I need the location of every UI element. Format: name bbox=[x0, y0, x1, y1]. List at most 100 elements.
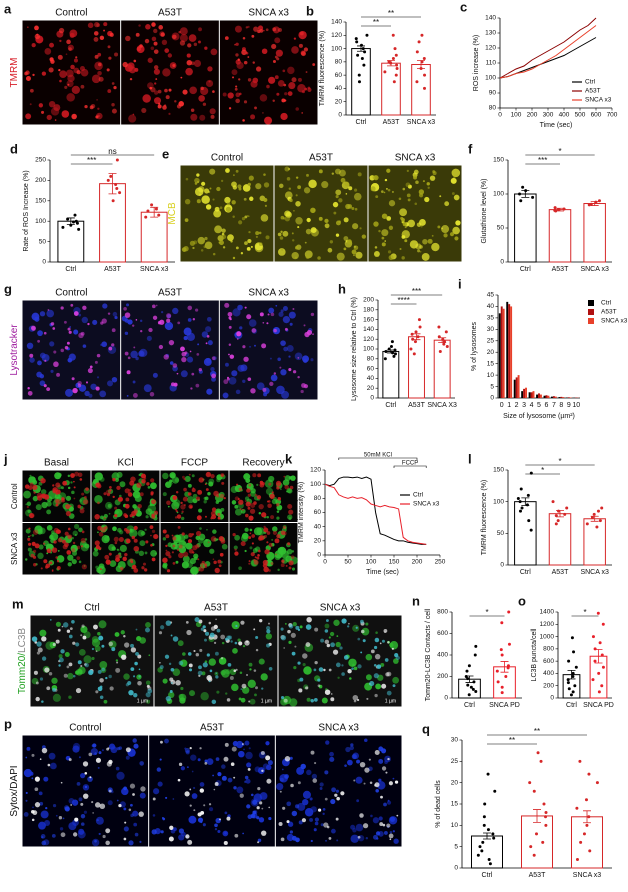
stain-spot bbox=[417, 249, 421, 253]
stain-spot bbox=[137, 529, 145, 537]
stain-spot bbox=[186, 53, 191, 58]
stain-spot bbox=[153, 41, 158, 46]
stain-spot bbox=[29, 534, 32, 537]
x-axis-label: Time (sec) bbox=[540, 122, 573, 129]
stain-spot bbox=[97, 525, 102, 531]
stain-spot bbox=[115, 659, 119, 662]
stain-spot bbox=[266, 322, 269, 325]
stain-spot bbox=[278, 311, 284, 317]
row-label: Control bbox=[10, 483, 19, 509]
y-tick-label: 120 bbox=[310, 467, 321, 474]
data-point bbox=[551, 500, 555, 504]
significance-label: ** bbox=[388, 9, 394, 18]
stain-spot bbox=[80, 773, 86, 779]
stain-spot bbox=[184, 534, 189, 539]
stain-spot bbox=[106, 68, 110, 72]
stain-spot bbox=[168, 88, 172, 92]
stain-spot bbox=[197, 343, 200, 346]
data-point bbox=[571, 690, 575, 694]
stain-spot bbox=[168, 555, 172, 559]
panel-letter: p bbox=[4, 716, 12, 731]
data-point bbox=[504, 675, 508, 678]
stain-spot bbox=[244, 740, 250, 746]
stain-spot bbox=[212, 252, 216, 256]
stain-spot bbox=[261, 769, 264, 773]
stain-spot bbox=[57, 550, 60, 552]
stain-spot bbox=[178, 693, 187, 702]
stain-spot bbox=[220, 657, 224, 660]
data-point bbox=[150, 203, 154, 207]
stain-spot bbox=[78, 560, 82, 564]
stain-spot bbox=[294, 645, 297, 648]
stain-spot bbox=[35, 681, 39, 685]
data-point bbox=[115, 187, 119, 191]
stain-spot bbox=[261, 512, 267, 518]
stain-spot bbox=[46, 548, 52, 554]
x-tick-label: Ctrl bbox=[520, 266, 531, 273]
stain-spot bbox=[304, 331, 310, 338]
stain-spot bbox=[181, 356, 187, 363]
data-point bbox=[384, 349, 388, 353]
stain-spot bbox=[299, 31, 304, 36]
stain-spot bbox=[206, 528, 208, 531]
data-point bbox=[553, 206, 557, 210]
stain-spot bbox=[80, 634, 83, 637]
x-tick-label: A53T bbox=[408, 402, 425, 409]
stain-spot bbox=[263, 182, 270, 188]
stain-spot bbox=[380, 795, 383, 799]
stain-spot bbox=[82, 761, 89, 767]
stain-spot bbox=[230, 240, 233, 243]
stain-spot bbox=[50, 369, 54, 373]
stain-spot bbox=[221, 641, 225, 645]
stain-spot bbox=[287, 542, 291, 546]
data-point bbox=[115, 158, 119, 162]
stain-spot bbox=[384, 658, 389, 662]
stain-spot bbox=[87, 368, 93, 374]
stain-spot bbox=[224, 831, 227, 835]
panel-letter: j bbox=[3, 451, 8, 466]
stain-spot bbox=[124, 514, 129, 518]
stain-spot bbox=[28, 513, 35, 519]
stain-spot bbox=[29, 103, 32, 106]
stain-spot bbox=[119, 544, 127, 553]
stain-spot bbox=[39, 758, 42, 760]
data-point bbox=[588, 849, 592, 853]
stain-spot bbox=[73, 329, 79, 335]
x-tick-label: SNCA x3 bbox=[573, 872, 602, 879]
side-label-part: LC3B bbox=[17, 628, 28, 653]
stain-spot bbox=[82, 344, 87, 348]
stain-spot bbox=[116, 799, 119, 802]
stain-spot bbox=[381, 639, 385, 643]
stain-spot bbox=[340, 791, 345, 796]
stain-spot bbox=[72, 387, 78, 394]
stain-spot bbox=[92, 319, 98, 325]
stain-spot bbox=[175, 680, 181, 686]
side-label: MCB bbox=[167, 202, 178, 225]
stain-spot bbox=[77, 660, 82, 665]
stain-spot bbox=[202, 625, 206, 629]
stain-spot bbox=[214, 823, 218, 828]
stain-spot bbox=[191, 770, 194, 773]
data-point bbox=[478, 845, 482, 849]
stain-spot bbox=[346, 239, 352, 245]
data-point bbox=[591, 678, 595, 682]
stain-spot bbox=[151, 499, 156, 505]
stain-spot bbox=[268, 76, 276, 84]
stain-spot bbox=[252, 799, 258, 805]
stain-spot bbox=[427, 186, 430, 189]
stain-spot bbox=[97, 632, 101, 636]
column-label: Recovery bbox=[242, 458, 284, 469]
data-point bbox=[418, 325, 422, 329]
error-bar bbox=[590, 515, 599, 522]
stain-spot bbox=[235, 53, 239, 57]
stain-spot bbox=[339, 169, 346, 177]
stain-spot bbox=[363, 782, 366, 785]
data-point bbox=[532, 853, 536, 857]
data-point bbox=[422, 86, 426, 90]
stain-spot bbox=[217, 512, 221, 517]
stain-spot bbox=[108, 512, 111, 515]
stain-spot bbox=[313, 828, 317, 832]
stain-spot bbox=[89, 105, 94, 110]
stain-spot bbox=[193, 809, 196, 812]
stain-spot bbox=[125, 755, 130, 760]
